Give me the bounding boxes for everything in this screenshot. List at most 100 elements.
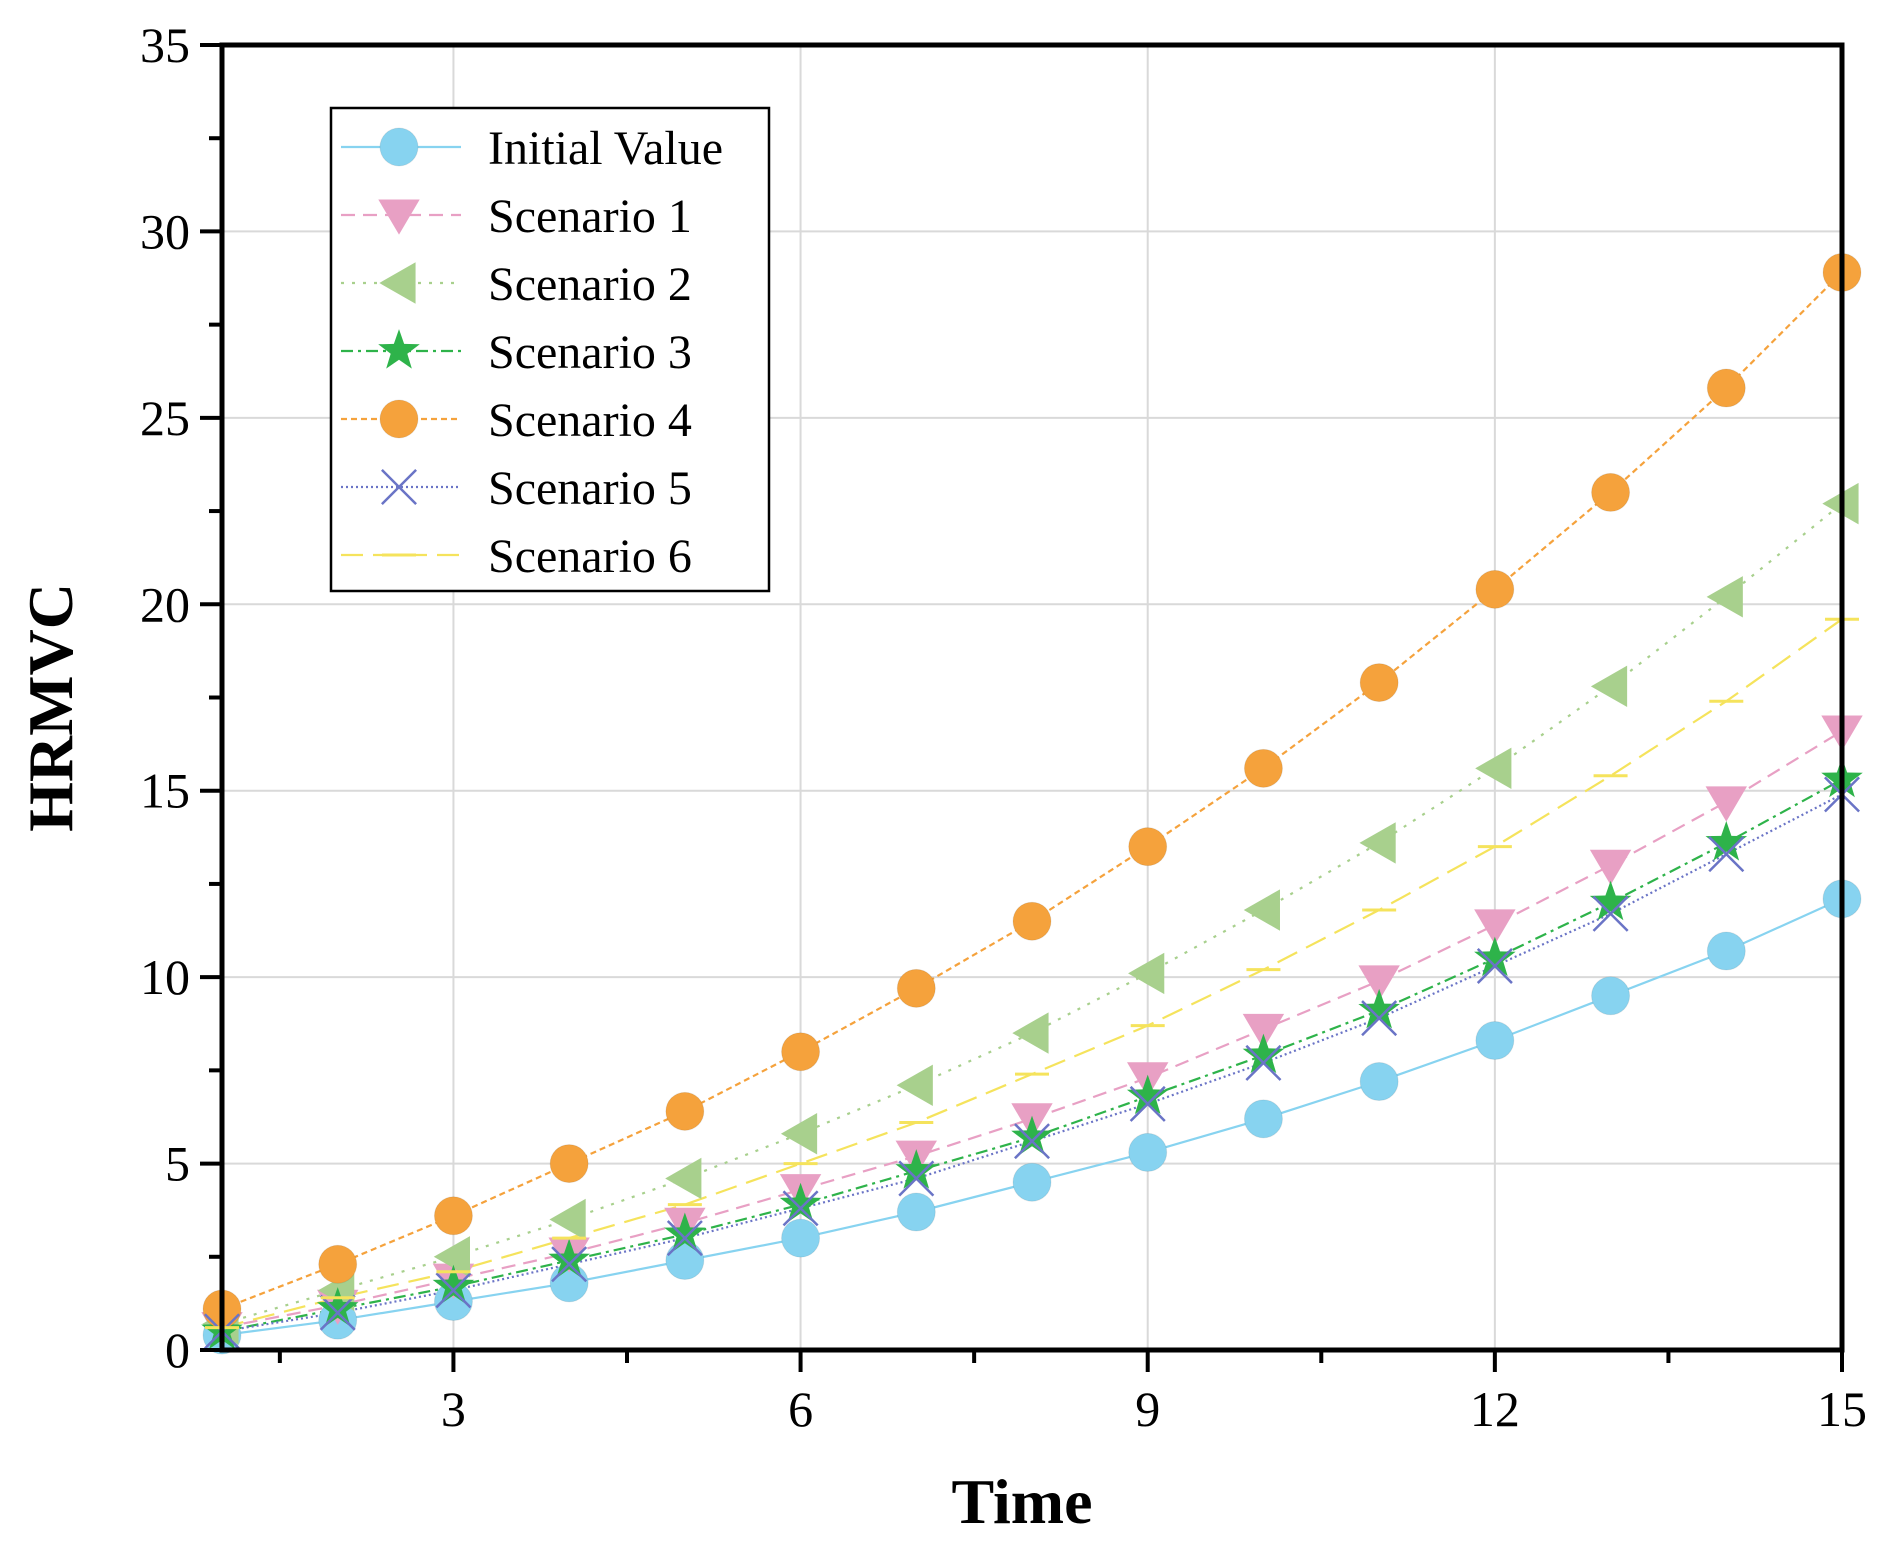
data-point — [1242, 1033, 1285, 1074]
data-point — [1589, 880, 1632, 921]
legend-marker — [378, 329, 420, 369]
data-point — [782, 1190, 819, 1227]
data-point — [1476, 947, 1513, 984]
data-point — [1243, 1099, 1283, 1139]
data-point — [1592, 895, 1629, 932]
data-point — [1475, 1021, 1515, 1061]
data-point — [1591, 472, 1631, 512]
data-point — [1589, 849, 1632, 885]
data-point — [1706, 931, 1746, 971]
data-point — [665, 1157, 702, 1200]
data-point — [1245, 1044, 1282, 1081]
data-point — [433, 1236, 470, 1278]
data-point — [1361, 1000, 1398, 1037]
legend-label: Initial Value — [488, 122, 723, 175]
x-tick-label: 9 — [1135, 1381, 1160, 1437]
data-point — [1014, 1123, 1050, 1160]
legend-label: Scenario 5 — [488, 462, 692, 515]
data-point — [1591, 976, 1631, 1016]
data-point — [665, 1091, 705, 1131]
data-point — [1358, 988, 1400, 1029]
data-point — [1243, 748, 1283, 788]
data-point — [1474, 909, 1516, 945]
data-point — [319, 1294, 356, 1331]
data-point — [896, 1064, 933, 1106]
data-point — [1012, 901, 1052, 941]
data-point — [1012, 1162, 1052, 1202]
data-point — [1242, 1013, 1285, 1050]
data-point — [666, 1220, 703, 1257]
data-point — [1359, 822, 1396, 864]
data-point — [664, 1212, 706, 1253]
data-point — [1705, 786, 1747, 822]
y-tick-label: 20 — [140, 576, 190, 632]
data-point — [1590, 665, 1628, 708]
legend-marker — [379, 399, 419, 439]
data-point — [1474, 936, 1516, 977]
data-point — [896, 1192, 936, 1232]
data-point — [898, 1160, 935, 1197]
data-point — [896, 968, 936, 1008]
data-point — [780, 1113, 818, 1155]
y-tick-label: 10 — [140, 949, 190, 1005]
data-point — [1358, 965, 1400, 1001]
data-point — [1243, 889, 1280, 931]
y-tick-label: 25 — [140, 390, 190, 446]
data-point — [1475, 747, 1512, 790]
legend-marker — [381, 469, 417, 505]
legend-marker — [379, 127, 419, 167]
data-point — [548, 1238, 590, 1279]
data-point — [781, 1032, 821, 1072]
data-point — [1011, 1115, 1053, 1156]
data-point — [1359, 663, 1399, 703]
data-point — [1128, 1132, 1168, 1172]
data-point — [1128, 952, 1165, 995]
data-point — [1706, 368, 1746, 408]
data-point — [1129, 1085, 1166, 1122]
legend-marker — [379, 262, 416, 304]
axis-ticks — [200, 43, 1844, 1372]
data-point — [435, 1272, 472, 1309]
data-point — [665, 1241, 705, 1281]
data-point — [1126, 1074, 1169, 1115]
y-tick-label: 35 — [140, 17, 190, 73]
legend-label: Scenario 3 — [488, 326, 692, 379]
data-point — [895, 1149, 938, 1189]
y-tick-label: 15 — [140, 763, 190, 819]
data-point — [432, 1264, 475, 1305]
legend-label: Scenario 4 — [488, 394, 692, 447]
data-point — [433, 1196, 473, 1236]
legend-label: Scenario 2 — [488, 258, 692, 311]
data-point — [1708, 836, 1745, 873]
y-tick-labels: 0 5 10 15 20 25 30 35 — [140, 17, 190, 1378]
x-tick-label: 15 — [1817, 1381, 1867, 1437]
series-line — [221, 271, 1843, 1311]
y-tick-label: 5 — [165, 1136, 190, 1192]
x-tick-label: 12 — [1470, 1381, 1520, 1437]
x-tick-label: 3 — [441, 1381, 466, 1437]
y-tick-label: 0 — [165, 1322, 190, 1378]
y-tick-label: 30 — [140, 203, 190, 259]
legend-label: Scenario 1 — [488, 190, 692, 243]
x-tick-label: 6 — [788, 1381, 813, 1437]
data-point — [549, 1198, 586, 1241]
legend-label: Scenario 6 — [488, 530, 692, 583]
data-point — [1128, 827, 1168, 867]
data-point — [1359, 1062, 1399, 1102]
data-point — [1012, 1012, 1049, 1054]
legend-marker — [378, 199, 420, 235]
data-point — [1475, 569, 1515, 609]
series-markers — [201, 252, 1863, 1355]
y-axis-title: HRMVC — [15, 583, 86, 832]
data-point — [1706, 576, 1743, 618]
data-point — [316, 1287, 359, 1327]
x-tick-labels: 3 6 9 12 15 — [441, 1381, 1867, 1437]
legend: Initial Value Scenario 1 Scenario 2 Scenari… — [329, 106, 771, 593]
data-point — [779, 1182, 822, 1223]
data-point — [781, 1218, 821, 1258]
data-point — [549, 1144, 589, 1184]
data-point — [551, 1246, 588, 1283]
data-point — [1705, 821, 1748, 861]
data-point — [318, 1244, 358, 1284]
